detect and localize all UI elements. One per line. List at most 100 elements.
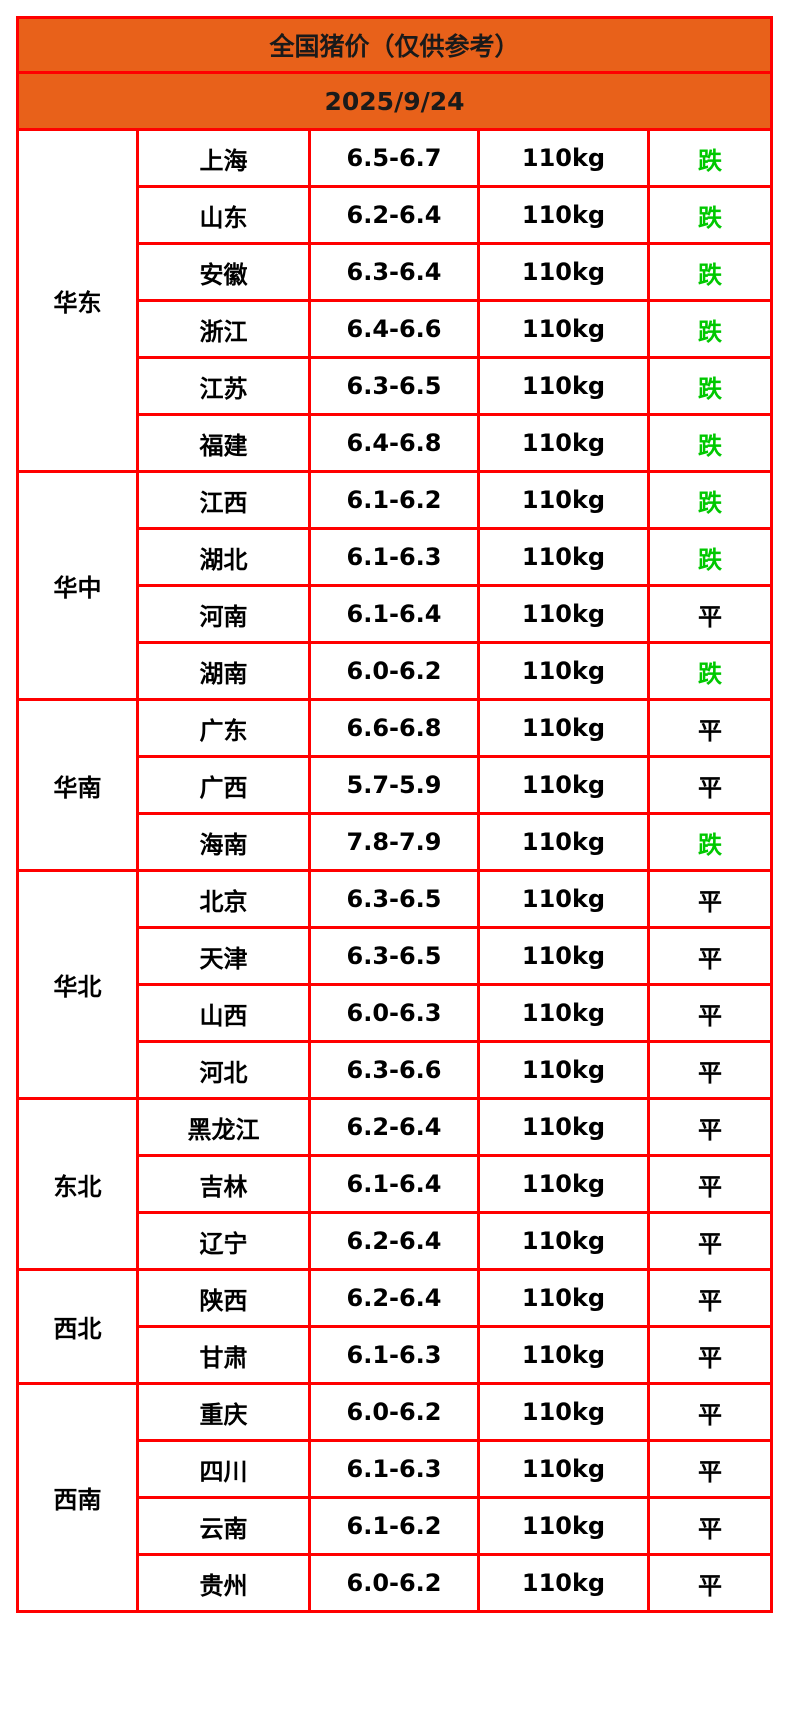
table-row: 华北 北京 6.3-6.5 110kg 平: [16, 869, 774, 1100]
province-cell: 吉林: [136, 1154, 311, 1214]
pig-price-table: 全国猪价（仅供参考） 2025/9/24 华东 上海 6.5-6.7 110kg 跌山东…: [15, 16, 774, 1613]
weight-cell: 110kg: [477, 812, 650, 872]
weight-cell: 110kg: [477, 1553, 650, 1613]
province-cell: 山西: [136, 983, 311, 1043]
table-row: 华东 上海 6.5-6.7 110kg 跌: [16, 128, 774, 473]
weight-cell: 110kg: [477, 926, 650, 986]
table-row: 河南 6.1-6.4 110kg 平: [18, 584, 774, 644]
weight-cell: 110kg: [477, 1268, 650, 1328]
region-cell: 华东: [16, 128, 139, 473]
price-cell: 6.4-6.6: [308, 299, 480, 359]
trend-cell: 平: [646, 1268, 774, 1328]
table-date: 2025/9/24: [15, 71, 774, 131]
trend-cell: 平: [646, 698, 774, 758]
weight-cell: 110kg: [477, 641, 650, 701]
province-cell: 江西: [136, 470, 311, 530]
trend-cell: 平: [646, 1382, 774, 1442]
province-cell: 甘肃: [136, 1325, 311, 1385]
weight-cell: 110kg: [477, 527, 650, 587]
price-cell: 6.0-6.2: [308, 1382, 480, 1442]
weight-cell: 110kg: [477, 1325, 650, 1385]
province-cell: 北京: [136, 869, 311, 929]
trend-cell: 平: [646, 983, 774, 1043]
price-cell: 6.6-6.8: [308, 698, 480, 758]
table-row: 云南 6.1-6.2 110kg 平: [18, 1496, 774, 1556]
trend-cell: 平: [646, 869, 774, 929]
price-cell: 5.7-5.9: [308, 755, 480, 815]
province-cell: 海南: [136, 812, 311, 872]
trend-cell: 平: [646, 926, 774, 986]
trend-cell: 跌: [646, 527, 774, 587]
table-row: 湖北 6.1-6.3 110kg 跌: [18, 527, 774, 587]
price-cell: 6.2-6.4: [308, 1097, 480, 1157]
table-row: 西南 重庆 6.0-6.2 110kg 平: [16, 1382, 774, 1613]
region-cell: 东北: [16, 1097, 139, 1271]
weight-cell: 110kg: [477, 1040, 650, 1100]
table-row: 天津 6.3-6.5 110kg 平: [18, 926, 774, 986]
province-cell: 浙江: [136, 299, 311, 359]
trend-cell: 平: [646, 1097, 774, 1157]
price-cell: 6.1-6.2: [308, 470, 480, 530]
trend-cell: 跌: [646, 356, 774, 416]
trend-cell: 跌: [646, 185, 774, 245]
table-title: 全国猪价（仅供参考）: [15, 16, 774, 74]
table-row: 山西 6.0-6.3 110kg 平: [18, 983, 774, 1043]
weight-cell: 110kg: [477, 1382, 650, 1442]
table-row: 安徽 6.3-6.4 110kg 跌: [18, 242, 774, 302]
price-cell: 6.1-6.4: [308, 1154, 480, 1214]
table-row: 湖南 6.0-6.2 110kg 跌: [18, 641, 774, 701]
trend-cell: 平: [646, 1040, 774, 1100]
trend-cell: 跌: [646, 470, 774, 530]
trend-cell: 平: [646, 1439, 774, 1499]
table-row: 海南 7.8-7.9 110kg 跌: [18, 812, 774, 872]
trend-cell: 跌: [646, 242, 774, 302]
weight-cell: 110kg: [477, 1496, 650, 1556]
province-cell: 福建: [136, 413, 311, 473]
price-cell: 6.4-6.8: [308, 413, 480, 473]
price-cell: 6.1-6.3: [308, 1439, 480, 1499]
weight-cell: 110kg: [477, 698, 650, 758]
table-row: 东北 黑龙江 6.2-6.4 110kg 平: [16, 1097, 774, 1271]
province-cell: 四川: [136, 1439, 311, 1499]
price-cell: 7.8-7.9: [308, 812, 480, 872]
table-row: 江苏 6.3-6.5 110kg 跌: [18, 356, 774, 416]
province-cell: 天津: [136, 926, 311, 986]
trend-cell: 平: [646, 755, 774, 815]
province-cell: 广西: [136, 755, 311, 815]
price-cell: 6.3-6.5: [308, 926, 480, 986]
province-cell: 陕西: [136, 1268, 311, 1328]
price-cell: 6.2-6.4: [308, 1211, 480, 1271]
province-cell: 河北: [136, 1040, 311, 1100]
weight-cell: 110kg: [477, 413, 650, 473]
table-row: 辽宁 6.2-6.4 110kg 平: [18, 1211, 774, 1271]
region-cell: 华南: [16, 698, 139, 872]
table-row: 华中 江西 6.1-6.2 110kg 跌: [16, 470, 774, 701]
province-cell: 安徽: [136, 242, 311, 302]
weight-cell: 110kg: [477, 1211, 650, 1271]
region-cell: 西南: [16, 1382, 139, 1613]
table-row: 浙江 6.4-6.6 110kg 跌: [18, 299, 774, 359]
province-cell: 上海: [136, 128, 311, 188]
region-cell: 西北: [16, 1268, 139, 1385]
weight-cell: 110kg: [477, 470, 650, 530]
price-cell: 6.2-6.4: [308, 1268, 480, 1328]
price-cell: 6.5-6.7: [308, 128, 480, 188]
weight-cell: 110kg: [477, 1097, 650, 1157]
province-cell: 江苏: [136, 356, 311, 416]
price-cell: 6.1-6.2: [308, 1496, 480, 1556]
trend-cell: 平: [646, 1496, 774, 1556]
table-row: 河北 6.3-6.6 110kg 平: [18, 1040, 774, 1100]
trend-cell: 跌: [646, 299, 774, 359]
price-cell: 6.2-6.4: [308, 185, 480, 245]
table-row: 吉林 6.1-6.4 110kg 平: [18, 1154, 774, 1214]
trend-cell: 跌: [646, 128, 774, 188]
price-cell: 6.3-6.5: [308, 356, 480, 416]
province-cell: 贵州: [136, 1553, 311, 1613]
weight-cell: 110kg: [477, 1154, 650, 1214]
price-cell: 6.0-6.2: [308, 641, 480, 701]
province-cell: 重庆: [136, 1382, 311, 1442]
province-cell: 湖南: [136, 641, 311, 701]
trend-cell: 跌: [646, 413, 774, 473]
weight-cell: 110kg: [477, 1439, 650, 1499]
trend-cell: 平: [646, 1154, 774, 1214]
